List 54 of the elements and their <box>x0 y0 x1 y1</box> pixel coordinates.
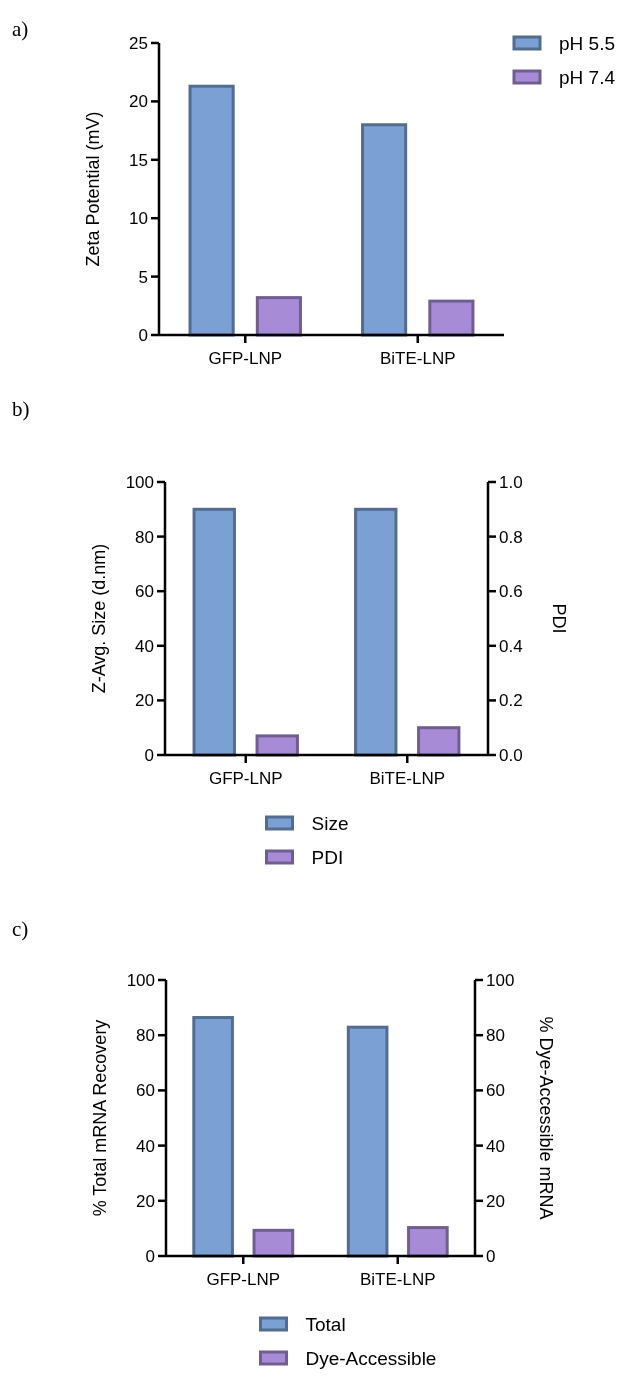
y2-axis-title: PDI <box>549 603 569 634</box>
legend-label: PDI <box>311 847 344 868</box>
y2-tick-label: 0.4 <box>499 636 523 656</box>
y-tick-label: 5 <box>138 267 148 287</box>
y-axis-title: Zeta Potential (mV) <box>83 111 103 267</box>
x-tick-label: BiTE-LNP <box>379 349 456 368</box>
y2-tick-label: 0.0 <box>499 746 523 765</box>
y2-tick-label: 0.2 <box>499 691 523 711</box>
y2-tick-label: 100 <box>486 971 515 990</box>
y2-axis-title: % Dye-Accessible mRNA <box>536 1016 556 1220</box>
x-tick-label: BiTE-LNP <box>359 1270 436 1289</box>
y-tick-label: 0 <box>145 1247 155 1266</box>
legend-label: pH 5.5 <box>559 33 615 54</box>
y2-tick-label: 0.8 <box>499 527 523 547</box>
y-tick-label: 40 <box>136 1136 155 1156</box>
y-tick-label: 20 <box>135 691 154 711</box>
y2-tick-label: 0 <box>486 1247 496 1266</box>
y2-tick-label: 1.0 <box>499 473 523 492</box>
legend-label: Total <box>305 1314 346 1335</box>
x-tick-label: BiTE-LNP <box>369 769 446 788</box>
y-tick-label: 80 <box>135 527 154 547</box>
y-tick-label: 15 <box>129 150 148 170</box>
y-tick-label: 25 <box>129 34 148 53</box>
legend-label: Size <box>311 813 349 834</box>
chart-title: c) <box>12 917 29 941</box>
y-tick-label: 0 <box>144 746 154 765</box>
y-tick-label: 20 <box>129 92 148 112</box>
y2-tick-label: 60 <box>486 1081 505 1101</box>
bar <box>361 123 408 337</box>
y2-tick-label: 0.6 <box>499 582 523 602</box>
y-tick-label: 10 <box>129 209 148 229</box>
y-tick-label: 40 <box>135 636 154 656</box>
bar <box>255 296 302 337</box>
chart-title: a) <box>12 17 29 41</box>
legend-label: pH 7.4 <box>559 67 616 88</box>
y2-tick-label: 20 <box>486 1191 505 1211</box>
y-tick-label: 20 <box>136 1191 155 1211</box>
y-tick-label: 100 <box>125 473 154 492</box>
y-tick-label: 0 <box>138 326 148 345</box>
chart-title: b) <box>12 397 30 421</box>
y-tick-label: 60 <box>135 582 154 602</box>
y-axis-title: Z-Avg. Size (d.nm) <box>89 543 109 694</box>
x-tick-label: GFP-LNP <box>206 1270 281 1289</box>
y-tick-label: 60 <box>136 1081 155 1101</box>
y-tick-label: 80 <box>136 1026 155 1046</box>
y2-tick-label: 40 <box>486 1136 505 1156</box>
bar <box>188 84 235 337</box>
y2-tick-label: 80 <box>486 1026 505 1046</box>
x-tick-label: GFP-LNP <box>208 769 283 788</box>
legend-label: Dye-Accessible <box>305 1348 437 1369</box>
y-axis-title: % Total mRNA Recovery <box>90 1019 110 1217</box>
y-tick-label: 100 <box>126 971 155 990</box>
x-tick-label: GFP-LNP <box>208 349 283 368</box>
bar <box>428 299 475 337</box>
